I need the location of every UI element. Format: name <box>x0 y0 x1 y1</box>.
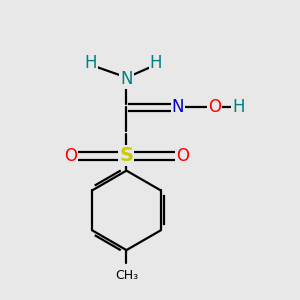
Text: O: O <box>208 98 221 116</box>
Text: H: H <box>150 54 162 72</box>
Text: CH₃: CH₃ <box>115 269 138 282</box>
Text: O: O <box>176 147 189 165</box>
Text: H: H <box>232 98 244 116</box>
Text: O: O <box>64 147 77 165</box>
Text: N: N <box>120 70 133 88</box>
Text: H: H <box>85 54 98 72</box>
Text: N: N <box>172 98 184 116</box>
Text: S: S <box>119 146 134 165</box>
